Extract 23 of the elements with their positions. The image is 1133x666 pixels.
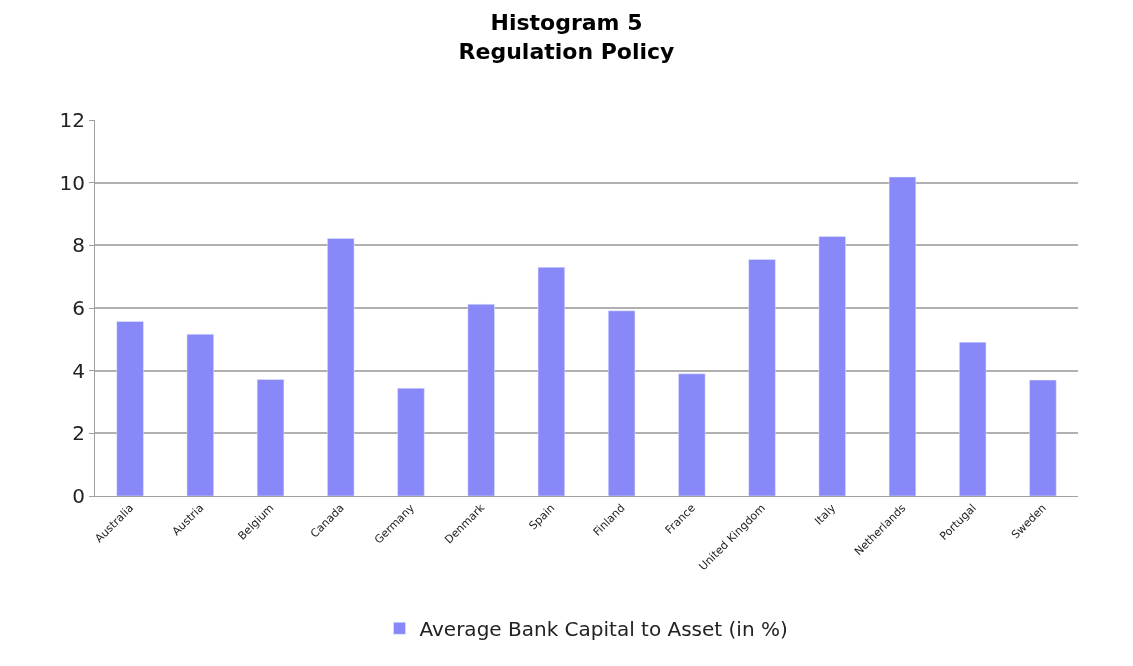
bar bbox=[397, 387, 425, 496]
y-tick-label: 2 bbox=[72, 421, 85, 446]
y-tick-label: 4 bbox=[72, 358, 85, 383]
legend-label: Average Bank Capital to Asset (in %) bbox=[419, 617, 788, 642]
bar bbox=[327, 238, 355, 496]
chart-title: Histogram 5 Regulation Policy bbox=[458, 9, 675, 64]
bar bbox=[1029, 379, 1057, 496]
bar bbox=[608, 310, 636, 496]
bar bbox=[748, 259, 776, 496]
bar bbox=[888, 176, 917, 496]
y-tick-label: 8 bbox=[72, 233, 85, 258]
bar bbox=[959, 341, 987, 496]
y-tick-label: 6 bbox=[72, 296, 85, 320]
bar bbox=[116, 321, 144, 496]
bar bbox=[186, 334, 214, 496]
bar bbox=[467, 303, 495, 496]
bar bbox=[537, 267, 565, 496]
bar bbox=[818, 236, 846, 496]
bar bbox=[678, 373, 706, 496]
y-tick-label: 0 bbox=[72, 484, 85, 508]
y-tick-label: 10 bbox=[59, 170, 85, 195]
y-tick-label: 12 bbox=[59, 108, 85, 132]
bar bbox=[256, 379, 285, 496]
